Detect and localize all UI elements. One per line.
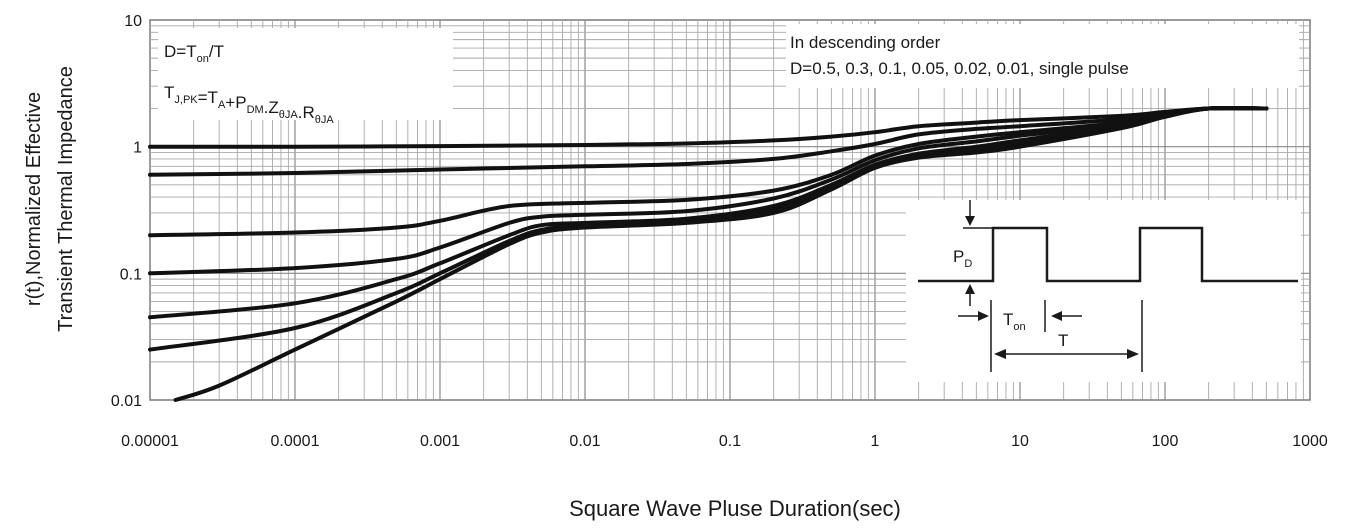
- legend-note: In descending order D=0.5, 0.3, 0.1, 0.0…: [786, 24, 1299, 88]
- pulse-waveform: [918, 226, 1298, 283]
- formula-line-2: TJ,PK=TA+PDM.ZθJA.RθJA: [164, 83, 334, 126]
- x-tick-label: 0.0001: [271, 433, 320, 450]
- legend-note-line-1: In descending order: [790, 33, 941, 52]
- x-tick-label: 0.01: [569, 433, 600, 450]
- pd-arrow-up-head: [965, 284, 975, 294]
- ton-arrow-right-head: [1051, 311, 1062, 321]
- x-tick-label: 1000: [1292, 433, 1328, 450]
- ton-arrow-left-head: [978, 311, 989, 321]
- t-label: T: [1058, 331, 1068, 350]
- y-axis-title-line-1: r(t),Normalized Effective: [23, 92, 45, 306]
- pulse-inset-diagram: PD Ton T: [906, 200, 1301, 382]
- y-tick-label: 0.01: [111, 393, 142, 410]
- axis-ticks: 0.00001 0.0001 0.001 0.01 0.1 1 10 100 1000 0.01 0…: [111, 13, 1328, 450]
- formula-line-1: D=Ton/T: [164, 42, 224, 65]
- pd-arrow-down-head: [965, 216, 975, 226]
- x-tick-label: 0.001: [420, 433, 460, 450]
- x-tick-label: 0.00001: [121, 433, 179, 450]
- x-tick-label: 100: [1152, 433, 1179, 450]
- x-tick-label: 0.1: [719, 433, 741, 450]
- pd-label: PD: [953, 247, 972, 270]
- legend-note-line-2: D=0.5, 0.3, 0.1, 0.05, 0.02, 0.01, singl…: [790, 59, 1129, 78]
- ton-label: Ton: [1003, 310, 1026, 333]
- t-span-left-head: [994, 349, 1006, 359]
- y-tick-label: 1: [133, 140, 142, 157]
- x-tick-label: 10: [1011, 433, 1029, 450]
- series-line-single-pulse: [173, 105, 1269, 402]
- y-tick-label: 10: [124, 13, 142, 30]
- y-tick-label: 0.1: [120, 266, 142, 283]
- y-axis-title-line-2: Transient Thermal Impedance: [55, 66, 77, 332]
- t-span-right-head: [1127, 349, 1139, 359]
- series-line-d-0-3: [148, 106, 1269, 177]
- series-lines: [148, 105, 1269, 402]
- x-tick-label: 1: [871, 433, 880, 450]
- x-axis-title: Square Wave Pluse Duration(sec): [569, 496, 901, 521]
- formula-note: D=Ton/T TJ,PK=TA+PDM.ZθJA.RθJA: [158, 28, 453, 126]
- series-line-d-0-5: [148, 106, 1269, 149]
